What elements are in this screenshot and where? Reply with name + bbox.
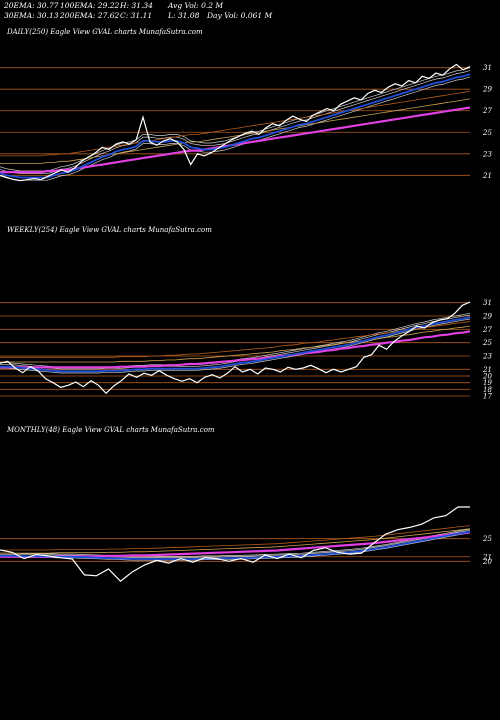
low-stat: L: 31.08 [168,11,200,20]
weekly-tick-label-7: 19 [483,379,492,387]
daily-tick-label-5: 21 [482,172,492,180]
weekly-panel-label: WEEKLY(254) Eagle View GVAL charts Munaf… [7,226,212,234]
close-stat: C: 31.11 [120,11,153,20]
weekly-tick-label-0: 31 [483,299,492,307]
daily-tick-label-1: 29 [482,86,492,94]
daily-tick-label-0: 31 [483,64,492,72]
monthly-thin-average-2 [0,532,471,561]
ema200-stat: 200EMA: 27.62 [60,11,120,20]
monthly-tick-label-1: 21 [482,553,492,561]
monthly-tick-label-2: 20 [482,558,492,566]
daily-fast-ema-line [0,73,471,179]
daily-thin-average-0 [0,70,471,175]
daily-long-average [0,91,471,157]
avgvol-stat: Avg Vol: 0.2 M [168,1,224,10]
monthly-tick-label-0: 25 [482,535,492,543]
weekly-tick-label-1: 29 [482,313,492,321]
weekly-tick-label-9: 17 [483,393,492,401]
daily-tick-label-4: 23 [482,150,492,158]
daily-price-line [0,63,471,182]
weekly-price-line [0,301,471,395]
weekly-tick-label-5: 21 [482,366,492,374]
weekly-mid-average [0,325,471,363]
high-stat: H: 31.34 [120,1,153,10]
weekly-tick-label-3: 25 [482,339,492,347]
weekly-slow-ema-line [0,330,471,369]
ema20-stat: 20EMA: 30.77 [4,1,59,10]
weekly-tick-label-8: 18 [483,386,492,394]
weekly-tick-label-4: 23 [482,353,492,361]
daily-panel-label: DAILY(250) Eagle View GVAL charts Munafa… [7,28,203,36]
weekly-tick-label-2: 27 [482,326,492,334]
monthly-thin-average-1 [0,528,471,557]
weekly-thin-average-2 [0,318,471,374]
weekly-fast-ema-line [0,316,471,373]
monthly-fast-ema-line [0,531,471,560]
daily-tick-label-2: 27 [482,107,492,115]
monthly-mid-average [0,528,471,554]
monthly-panel-label: MONTHLY(48) Eagle View GVAL charts Munaf… [7,426,215,434]
dayvol-stat: Day Vol: 0.061 M [207,11,273,20]
monthly-price-line [0,506,470,583]
daily-mid-average [0,98,471,164]
daily-slow-ema-line [0,106,471,174]
weekly-long-average [0,320,471,358]
weekly-tick-label-6: 20 [482,373,492,381]
daily-thin-average-2 [0,76,471,181]
daily-tick-label-3: 25 [482,129,492,137]
monthly-long-average [0,525,471,551]
ema100-stat: 100EMA: 29.22 [60,1,120,10]
ema30-stat: 30EMA: 30.13 [4,11,59,20]
